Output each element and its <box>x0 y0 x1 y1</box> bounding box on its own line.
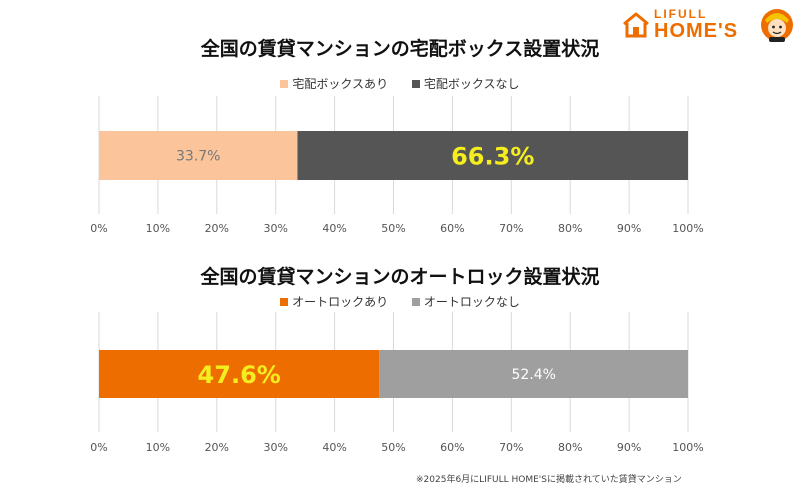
mascot-icon <box>761 9 793 42</box>
chart1-legend-swatch-yes <box>280 79 289 88</box>
chart2-legend-swatch-yes <box>280 297 289 306</box>
chart2-legend-swatch-no <box>411 297 420 306</box>
chart1-bar-segment <box>297 131 688 180</box>
chart2-tick-label: 50% <box>381 441 405 454</box>
chart2-data-label: 47.6% <box>198 361 281 389</box>
chart2-tick-label: 90% <box>617 441 641 454</box>
chart1-tick-label: 10% <box>146 222 170 235</box>
chart2-tick-label: 70% <box>499 441 523 454</box>
chart1-tick-label: 60% <box>440 222 464 235</box>
chart1-tick-label: 50% <box>381 222 405 235</box>
chart2-legend-item-no: オートロックなし <box>411 293 520 310</box>
chart1-tick-label: 100% <box>672 222 703 235</box>
chart2-tick-label: 0% <box>90 441 107 454</box>
chart1-data-label: 33.7% <box>176 149 220 165</box>
chart2-legend-label-yes: オートロックあり <box>292 295 389 309</box>
chart2-data-label: 52.4% <box>511 367 555 383</box>
chart1-legend-label-yes: 宅配ボックスあり <box>292 77 389 91</box>
chart2-tick-label: 60% <box>440 441 464 454</box>
chart1-data-label: 66.3% <box>451 143 534 171</box>
chart1-title: 全国の賃貸マンションの宅配ボックス設置状況 <box>200 38 600 60</box>
chart1-tick-label: 0% <box>90 222 107 235</box>
chart2-bar-segment <box>379 350 688 398</box>
chart2-tick-label: 30% <box>263 441 287 454</box>
chart2-title: 全国の賃貸マンションのオートロック設置状況 <box>200 266 600 288</box>
chart2-legend-item-yes: オートロックあり <box>280 293 388 310</box>
chart2-bar-segment <box>99 350 380 398</box>
chart2-tick-label: 80% <box>558 441 582 454</box>
chart1-bar-segment <box>99 131 298 180</box>
chart1-legend-item-yes: 宅配ボックスあり <box>280 75 388 92</box>
chart2-legend: オートロックあり オートロックなし <box>0 293 800 310</box>
chart1-legend-item-no: 宅配ボックスなし <box>411 75 520 92</box>
chart1-tick-label: 40% <box>322 222 346 235</box>
chart1-tick-label: 90% <box>617 222 641 235</box>
logo-line2: HOME'S <box>654 20 739 42</box>
chart1-tick-label: 80% <box>558 222 582 235</box>
chart2-legend-label-no: オートロックなし <box>423 295 520 309</box>
lifull-homes-logo: LIFULL HOME'S <box>620 6 793 46</box>
chart2-tick-label: 10% <box>146 441 170 454</box>
logo-line1: LIFULL <box>654 7 708 21</box>
chart1-legend: 宅配ボックスあり 宅配ボックスなし <box>0 75 800 92</box>
chart1-tick-label: 30% <box>263 222 287 235</box>
chart1-tick-label: 20% <box>205 222 229 235</box>
chart1-legend-label-no: 宅配ボックスなし <box>423 77 520 91</box>
chart1-legend-swatch-no <box>411 79 420 88</box>
footnote: ※2025年6月にLIFULL HOME'Sに掲載されていた賃貸マンション <box>416 475 682 485</box>
chart2-tick-label: 20% <box>205 441 229 454</box>
chart1-tick-label: 70% <box>499 222 523 235</box>
chart2-tick-label: 40% <box>322 441 346 454</box>
house-icon <box>623 12 649 38</box>
chart2-tick-label: 100% <box>672 441 703 454</box>
